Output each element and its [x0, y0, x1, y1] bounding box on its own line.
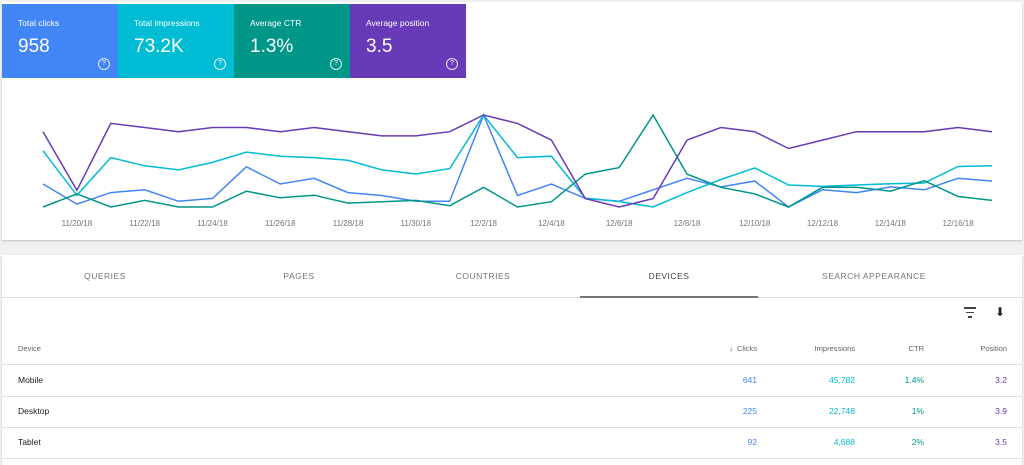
table-row[interactable]: Desktop 225 22,748 1% 3.9: [2, 396, 1022, 428]
x-tick-label: 11/20/18: [62, 219, 93, 228]
clicks-cell: 641: [742, 375, 757, 385]
impressions-cell: 45,782: [829, 375, 855, 385]
help-icon[interactable]: ?: [214, 58, 226, 70]
metric-cards: Total clicks 958 ? Total impressions 73.…: [2, 4, 466, 78]
ctr-cell: 2%: [911, 437, 924, 447]
device-cell: Desktop: [18, 406, 50, 416]
impressions-cell: 4,688: [833, 437, 855, 447]
position-cell: 3.2: [995, 375, 1007, 385]
x-tick-label: 12/10/18: [739, 219, 771, 228]
performance-chart-card: 11/20/18 11/22/18 11/24/18 11/26/18 11/28/18…: [2, 2, 1022, 240]
metric-value: 3.5: [366, 36, 393, 57]
x-tick-label: 12/14/18: [875, 219, 907, 228]
column-header-clicks[interactable]: ↓ Clicks: [697, 333, 757, 364]
column-header-label: Clicks: [737, 344, 757, 353]
metric-label: Total impressions: [134, 18, 200, 28]
metric-value: 1.3%: [250, 36, 294, 57]
performance-line-chart: 11/20/18 11/22/18 11/24/18 11/26/18 11/28/18…: [42, 113, 993, 228]
column-header-position[interactable]: Position: [980, 344, 1007, 353]
series-line-total-impressions: [42, 113, 993, 208]
device-cell: Tablet: [18, 437, 41, 447]
tab-search-appearance[interactable]: SEARCH APPEARANCE: [822, 271, 926, 281]
x-tick-label: 11/28/18: [333, 219, 364, 228]
metric-total-clicks[interactable]: Total clicks 958 ?: [2, 4, 118, 78]
sort-arrow-icon: ↓: [729, 344, 733, 353]
metric-label: Average position: [366, 18, 430, 28]
tab-countries[interactable]: COUNTRIES: [455, 271, 511, 281]
column-header-ctr[interactable]: CTR: [908, 344, 924, 353]
clicks-cell: 225: [742, 406, 757, 416]
metric-total-impressions[interactable]: Total impressions 73.2K ?: [118, 4, 234, 78]
position-cell: 3.5: [995, 437, 1007, 447]
clicks-cell: 92: [747, 437, 757, 447]
x-tick-label: 12/12/18: [807, 219, 839, 228]
ctr-cell: 1%: [911, 406, 924, 416]
impressions-cell: 22,748: [829, 406, 855, 416]
x-tick-label: 12/8/18: [674, 219, 701, 228]
metric-value: 73.2K: [134, 36, 184, 57]
x-tick-label: 11/22/18: [129, 219, 160, 228]
devices-table-card: QUERIES PAGES COUNTRIES DEVICES SEARCH A…: [2, 255, 1022, 465]
x-tick-label: 11/26/18: [265, 219, 296, 228]
report-tabs: QUERIES PAGES COUNTRIES DEVICES SEARCH A…: [2, 255, 1022, 298]
help-icon[interactable]: ?: [98, 58, 110, 70]
x-tick-label: 12/2/18: [470, 219, 497, 228]
metric-average-position[interactable]: Average position 3.5 ?: [350, 4, 466, 78]
tab-pages[interactable]: PAGES: [283, 271, 315, 281]
metric-label: Total clicks: [18, 18, 60, 28]
series-line-average-position: [42, 114, 993, 208]
x-tick-label: 12/4/18: [538, 219, 565, 228]
download-icon[interactable]: ⬇: [994, 305, 1006, 319]
table-row[interactable]: Mobile 641 45,782 1.4% 3.2: [2, 365, 1022, 397]
help-icon[interactable]: ?: [330, 58, 342, 70]
series-line-average-ctr: [42, 113, 993, 208]
table-header-row: Device ↓ Clicks Impressions CTR Position: [2, 333, 1022, 365]
ctr-cell: 1.4%: [904, 375, 924, 385]
help-icon[interactable]: ?: [446, 58, 458, 70]
table-row[interactable]: Tablet 92 4,688 2% 3.5: [2, 427, 1022, 459]
metric-label: Average CTR: [250, 18, 302, 28]
x-tick-label: 12/16/18: [943, 219, 975, 228]
tab-devices[interactable]: DEVICES: [580, 255, 758, 298]
x-tick-label: 11/24/18: [197, 219, 228, 228]
x-tick-label: 12/6/18: [606, 219, 633, 228]
x-tick-label: 11/30/18: [401, 219, 432, 228]
filter-icon[interactable]: [962, 305, 978, 319]
position-cell: 3.9: [995, 406, 1007, 416]
series-line-total-clicks: [42, 113, 993, 208]
column-header-device[interactable]: Device: [18, 344, 41, 353]
tab-queries[interactable]: QUERIES: [84, 271, 126, 281]
column-header-impressions[interactable]: Impressions: [814, 344, 855, 353]
metric-average-ctr[interactable]: Average CTR 1.3% ?: [234, 4, 350, 78]
device-cell: Mobile: [18, 375, 44, 385]
metric-value: 958: [18, 36, 50, 57]
